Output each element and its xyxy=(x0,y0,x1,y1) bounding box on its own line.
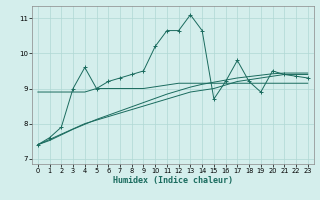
X-axis label: Humidex (Indice chaleur): Humidex (Indice chaleur) xyxy=(113,176,233,185)
